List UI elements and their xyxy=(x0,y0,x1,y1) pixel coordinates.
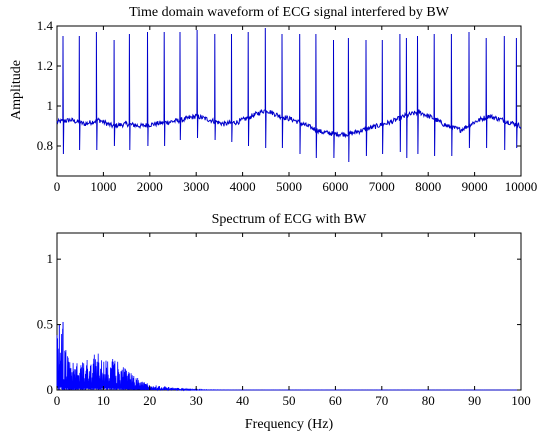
chart-bottom-x-tick-label: 70 xyxy=(375,393,388,408)
chart-top-y-tick-label: 1.2 xyxy=(37,58,53,73)
chart-bottom-plot-area xyxy=(56,232,522,391)
chart-bottom-x-tick-label: 10 xyxy=(97,393,110,408)
chart-bottom-xlabel: Frequency (Hz) xyxy=(245,417,334,432)
chart-bottom-title: Spectrum of ECG with BW xyxy=(212,212,368,227)
chart-top-x-tick-label: 1000 xyxy=(90,179,116,194)
chart-bottom-axes: 0 10 20 30 40 50 60 70 80 90 100 0 0.5 1 xyxy=(37,233,531,408)
chart-top-series-line xyxy=(56,27,522,163)
chart-top-axes: 0 1000 2000 3000 4000 5000 6000 7000 8000 9000 100… xyxy=(37,18,538,194)
chart-top-x-tick-label: 0 xyxy=(54,179,61,194)
chart-bottom-x-tick-label: 20 xyxy=(143,393,156,408)
chart-top-x-tick-label: 10000 xyxy=(505,179,538,194)
chart-top-x-tick-label: 9000 xyxy=(462,179,488,194)
chart-bottom: Spectrum of ECG with BW Frequency (Hz) 0… xyxy=(37,212,531,432)
chart-top-y-tick-label: 1 xyxy=(47,98,54,113)
chart-bottom-x-tick-label: 80 xyxy=(422,393,435,408)
chart-top-x-tick-label: 8000 xyxy=(415,179,441,194)
chart-top-x-tick-label: 7000 xyxy=(369,179,395,194)
chart-top: Time domain waveform of ECG signal inter… xyxy=(9,5,537,194)
chart-bottom-x-tick-label: 50 xyxy=(283,393,296,408)
chart-top-y-tick-label: 0.8 xyxy=(37,138,53,153)
chart-top-plot-area xyxy=(56,25,522,177)
chart-top-title: Time domain waveform of ECG signal inter… xyxy=(129,5,450,20)
chart-top-series xyxy=(56,27,522,163)
chart-bottom-y-tick-label: 0.5 xyxy=(37,317,53,332)
chart-bottom-x-tick-label: 100 xyxy=(511,393,531,408)
chart-bottom-y-tick-label: 0 xyxy=(47,382,54,397)
chart-bottom-x-tick-label: 30 xyxy=(190,393,203,408)
chart-bottom-x-tick-label: 0 xyxy=(54,393,61,408)
chart-top-x-tick-label: 5000 xyxy=(276,179,302,194)
chart-top-x-tick-label: 2000 xyxy=(137,179,163,194)
chart-top-x-tick-label: 6000 xyxy=(322,179,348,194)
chart-top-y-tick-label: 1.4 xyxy=(37,18,54,33)
chart-top-x-tick-label: 3000 xyxy=(183,179,209,194)
chart-bottom-x-tick-label: 90 xyxy=(468,393,481,408)
chart-top-ylabel: Amplitude xyxy=(9,60,24,120)
chart-top-x-tick-label: 4000 xyxy=(230,179,256,194)
chart-bottom-x-tick-label: 40 xyxy=(236,393,249,408)
chart-bottom-y-tick-label: 1 xyxy=(47,251,54,266)
chart-bottom-x-tick-label: 60 xyxy=(329,393,342,408)
